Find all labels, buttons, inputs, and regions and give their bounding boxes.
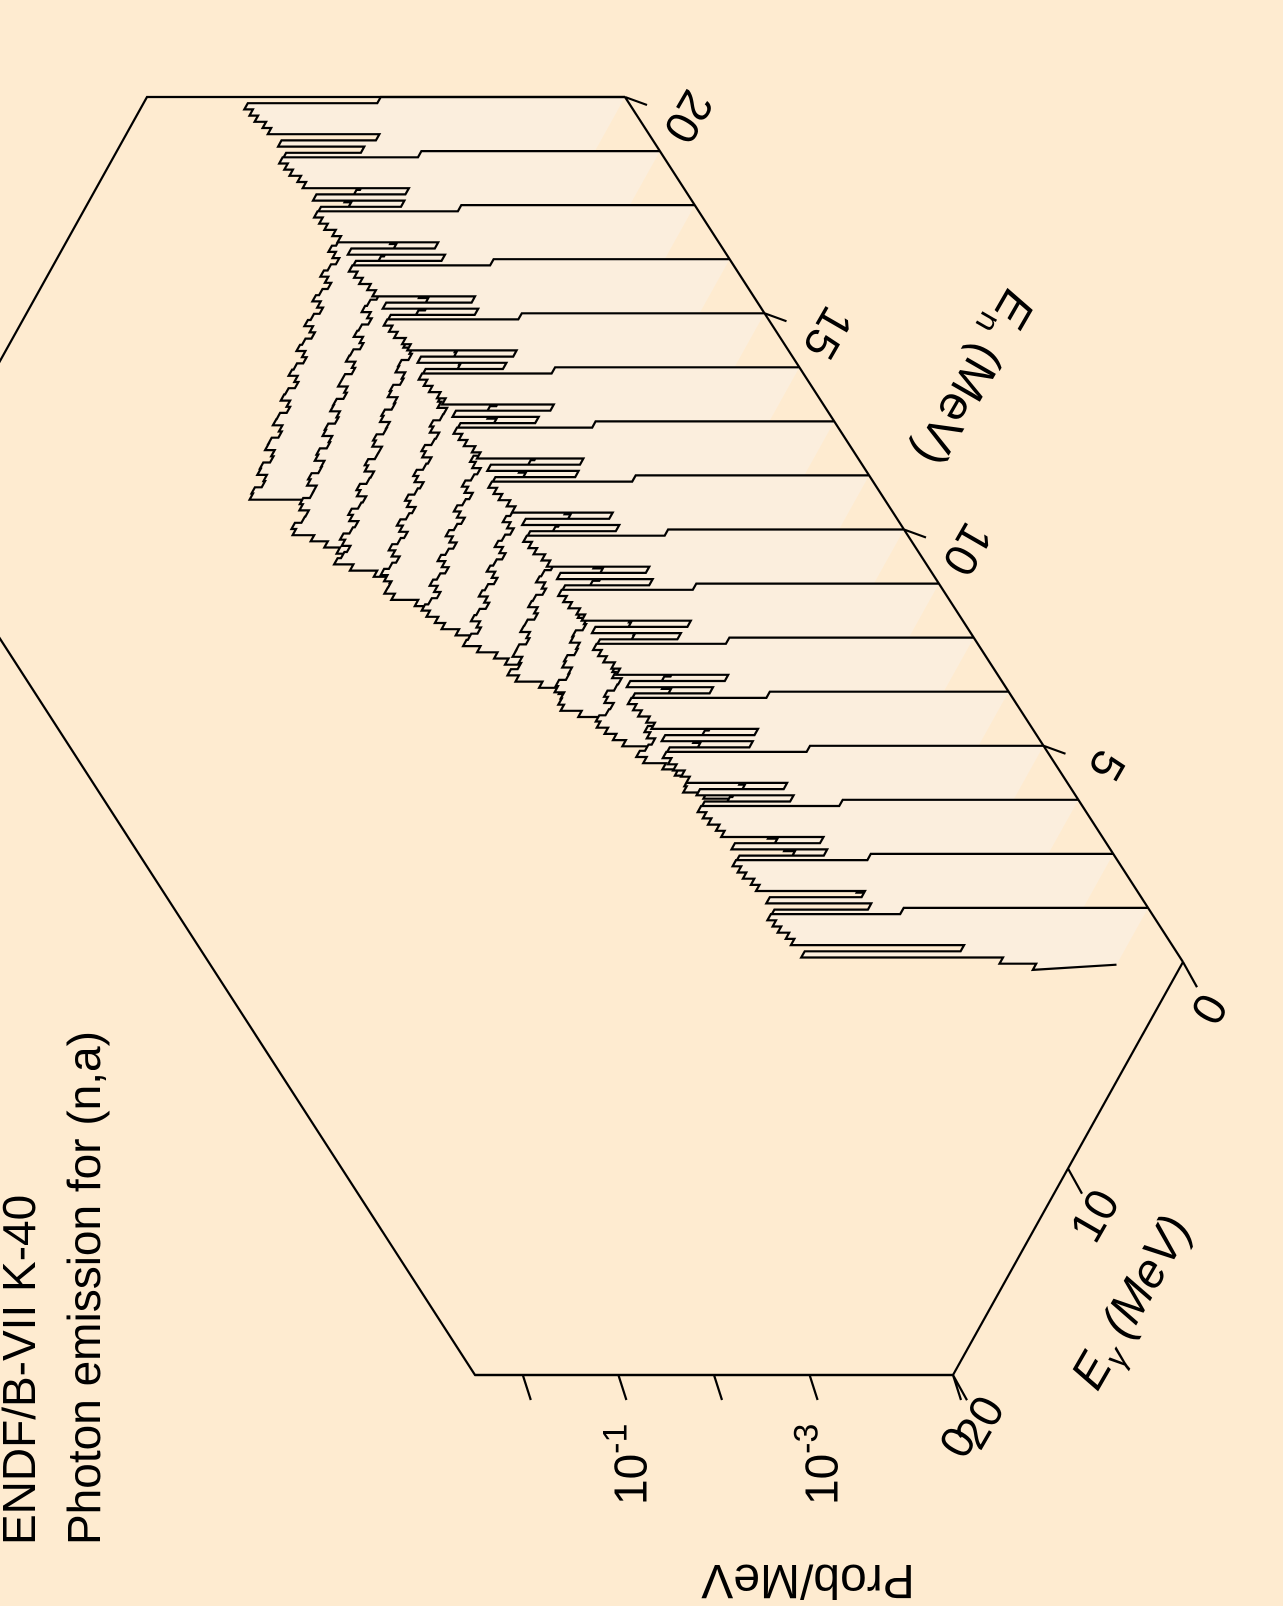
z-tick-2 [712,1374,724,1401]
y-tick-label-4: 20 [654,82,725,152]
z-tick-base-1: 10 [604,1454,656,1505]
z-tick-4 [521,1374,532,1401]
z-axis-label: Prob/MeV [701,1554,914,1606]
z-tick-base-0: 10 [796,1454,848,1505]
y-tick-2 [903,528,927,539]
svg-text:En(MeV): En(MeV) [897,278,1044,474]
ridge-line-9 [556,582,939,802]
y-axis-label-units: (MeV) [902,335,1013,475]
z-tick-exp-1: -1 [596,1424,634,1454]
y-tick-label-2: 10 [933,514,1004,584]
z-tick-0 [951,1374,963,1401]
ridge-1_25 [765,906,1149,972]
x-tick-label-0: 0 [1180,985,1238,1033]
title-line-2: Photon emission for (n,a) [58,1031,110,1545]
y-tick-1 [1043,744,1066,755]
x-tick-label-1: 10 [1059,1180,1130,1250]
y-tick-label-3: 15 [793,298,864,368]
x-tick-1 [1067,1167,1083,1195]
ridge-line-15 [765,906,1149,972]
ridge-line-4 [381,312,765,656]
y-axis-label: En(MeV) [897,278,1044,474]
x-tick-0 [1182,961,1198,988]
title-line-1: ENDF/B-VII K-40 [0,1195,45,1545]
z-tick-exp-0: -3 [788,1424,826,1454]
z-tick-label-0: 10-3 [788,1424,848,1505]
z-tick-3 [617,1374,628,1401]
y-tick-3 [764,312,787,323]
y-tick-4 [624,95,648,107]
ridge-fill-15 [767,907,1149,970]
y-tick-label-1: 5 [1078,742,1136,790]
ridge-line-5 [416,366,800,685]
z-tick-1 [808,1374,819,1401]
z-tick-label-1: 10-1 [596,1424,656,1505]
ridge-layer [242,95,1149,972]
